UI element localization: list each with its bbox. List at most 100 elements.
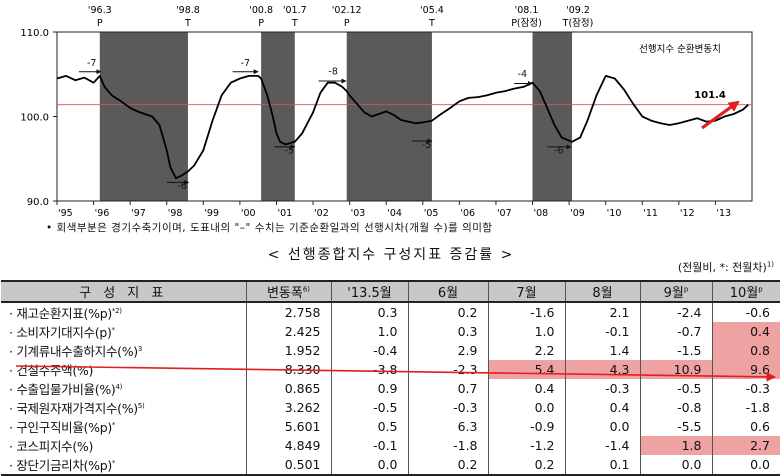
table-cell: -0.5 [330,398,408,417]
table-cell: 1.4 [564,341,640,360]
table-cell: -0.5 [639,379,712,398]
table-row: · 수출입물가비율(%)4) 0.865 0.9 0.7 0.4 -0.3 -0.5 -0.3 [1,379,780,398]
table-cell: 0.2 [407,455,488,476]
turning-point-date: '08.1 [515,5,539,16]
table-cell: 0.4 [564,398,640,417]
table-cell: 8.330 [245,360,331,379]
end-red-arrow [701,100,740,130]
x-tick-label: '08 [534,208,549,218]
lead-time-label: -8 [328,66,337,77]
table-unit-note: (전월비, *: 전월차)1) [677,260,774,274]
table-cell: 0.8 [711,341,780,360]
table-cell: 0.3 [407,322,488,341]
table-header-cell: 8월 [564,280,640,303]
x-tick-label: '97 [131,208,146,218]
lead-time-label: -6 [554,146,563,157]
table-row: · 소비자기대지수(p)* 2.425 1.0 0.3 1.0 -0.1 -0.7 0.4 [1,322,780,341]
x-tick-label: '03 [351,208,366,218]
x-tick-label: '05 [424,208,439,218]
x-tick-label: '96 [95,208,110,218]
table-cell: -0.3 [564,379,640,398]
turning-point-type: T [291,18,298,29]
indicator-label: · 기계류내수출하지수(%)3 [9,344,143,359]
table-cell: 0.0 [330,455,408,476]
x-tick-label: '11 [643,208,658,218]
lead-time-label: -6 [177,181,186,192]
table-cell: 0.7 [407,379,488,398]
x-tick-label: '98 [168,208,183,218]
table-cell: 1.0 [330,322,408,341]
table-cell: 0.4 [487,379,565,398]
turning-point-type: P(잠정) [511,18,542,29]
table-cell: 4.849 [245,436,331,455]
y-tick-label: 100.0 [20,113,49,124]
lead-time-label: -5 [422,140,431,151]
turning-point-date: '01.7 [283,5,307,16]
x-tick-label: '02 [314,208,329,218]
table-header-cell: '13.5월 [330,280,408,303]
table-header-cell: 10월p [711,280,780,303]
table-cell: 6.3 [407,417,488,436]
table-row: · 건설수주액(%) 8.330 -3.8 -2.3 5.4 4.3 10.9 9.6 [1,360,780,379]
table-cell: 0.501 [245,455,331,476]
contraction-shade [532,32,573,201]
table-row: · 국제원자재가격지수(%)5) 3.262 -0.5 -0.3 0.0 0.4 -0.8-… [1,398,780,417]
table-header-cell: 9월p [639,280,712,303]
table-cell: -0.3 [407,398,488,417]
table-cell: -2.4 [639,302,712,322]
table-cell: -0.8 [639,398,712,417]
leading-index-chart: 110.0 100.0 90.0 '95 '96 '97 '98 '99 '00 '01 '02 '0… [20,5,753,218]
lead-time-label: -4 [518,69,527,80]
indicator-label: · 구인구직비율(%p)* [9,420,116,435]
table-cell: -1.2 [487,436,565,455]
lead-time-label: -5 [285,146,294,157]
table-cell: 0.865 [245,379,331,398]
table-cell: -0.6 [711,302,780,322]
turning-point-date: '00.8 [249,5,273,16]
table-row: · 기계류내수출하지수(%)3 1.952 -0.4 2.9 2.2 1.4 -1.5 0.8 [1,341,780,360]
turning-point-date: '96.3 [88,5,112,16]
chart-footnote: • 회색부분은 경기수축기이며, 도표내의 "–" 수치는 기준순환일과의 선행… [46,222,493,234]
x-tick-label: '12 [680,208,695,218]
table-cell: -1.8 [711,398,780,417]
x-tick-label: '10 [607,208,622,218]
table-cell: -0.7 [639,322,712,341]
table-cell: 0.0 [639,455,712,476]
table-cell: 0.2 [407,302,488,322]
indicator-label: · 코스피지수(%) [9,439,94,454]
series-line [56,75,749,180]
x-tick-label: '04 [387,208,402,218]
table-header-cell: 구 성 지 표 [1,280,246,303]
table-header-row: 구 성 지 표 변동폭6) '13.5월 6월 7월 8월 9월p 10월p [1,280,780,303]
table-cell: 0.0 [711,455,780,476]
turning-point-type: T(잠정) [562,18,594,29]
component-indicators-table: 구 성 지 표 변동폭6) '13.5월 6월 7월 8월 9월p 10월p · 재고순환지표… [1,280,780,476]
table-cell: 9.6 [711,360,780,379]
x-tick-label: '07 [497,208,512,218]
table-cell: 5.601 [245,417,331,436]
table-row: · 재고순환지표(%p)*2) 2.758 0.3 0.2 -1.6 2.1 -2.4 -0.… [1,302,780,322]
contraction-shade [346,32,432,201]
lead-time-label: -7 [87,58,96,69]
table-cell: 10.9 [639,360,712,379]
turning-point-type: T [428,18,435,29]
table-cell: 5.4 [487,360,565,379]
turning-point-date: '09.2 [566,5,590,16]
indicator-label: · 수출입물가비율(%)4) [9,382,123,397]
table-cell: 0.2 [487,455,565,476]
table-cell: 1.952 [245,341,331,360]
contraction-shade [261,32,295,201]
table-header-cell: 6월 [407,280,488,303]
turning-point-date: '05.4 [420,5,444,16]
table-cell: 4.3 [564,360,640,379]
table-cell: 1.0 [487,322,565,341]
x-tick-label: '06 [460,208,475,218]
turning-point-date: '02.12 [332,5,362,16]
table-cell: 2.9 [407,341,488,360]
table-cell: 3.262 [245,398,331,417]
table-cell: -0.3 [711,379,780,398]
end-value-label: 101.4 [694,90,726,101]
x-tick-label: '99 [204,208,219,218]
table-cell: 0.1 [564,455,640,476]
table-cell: 2.758 [245,302,331,322]
